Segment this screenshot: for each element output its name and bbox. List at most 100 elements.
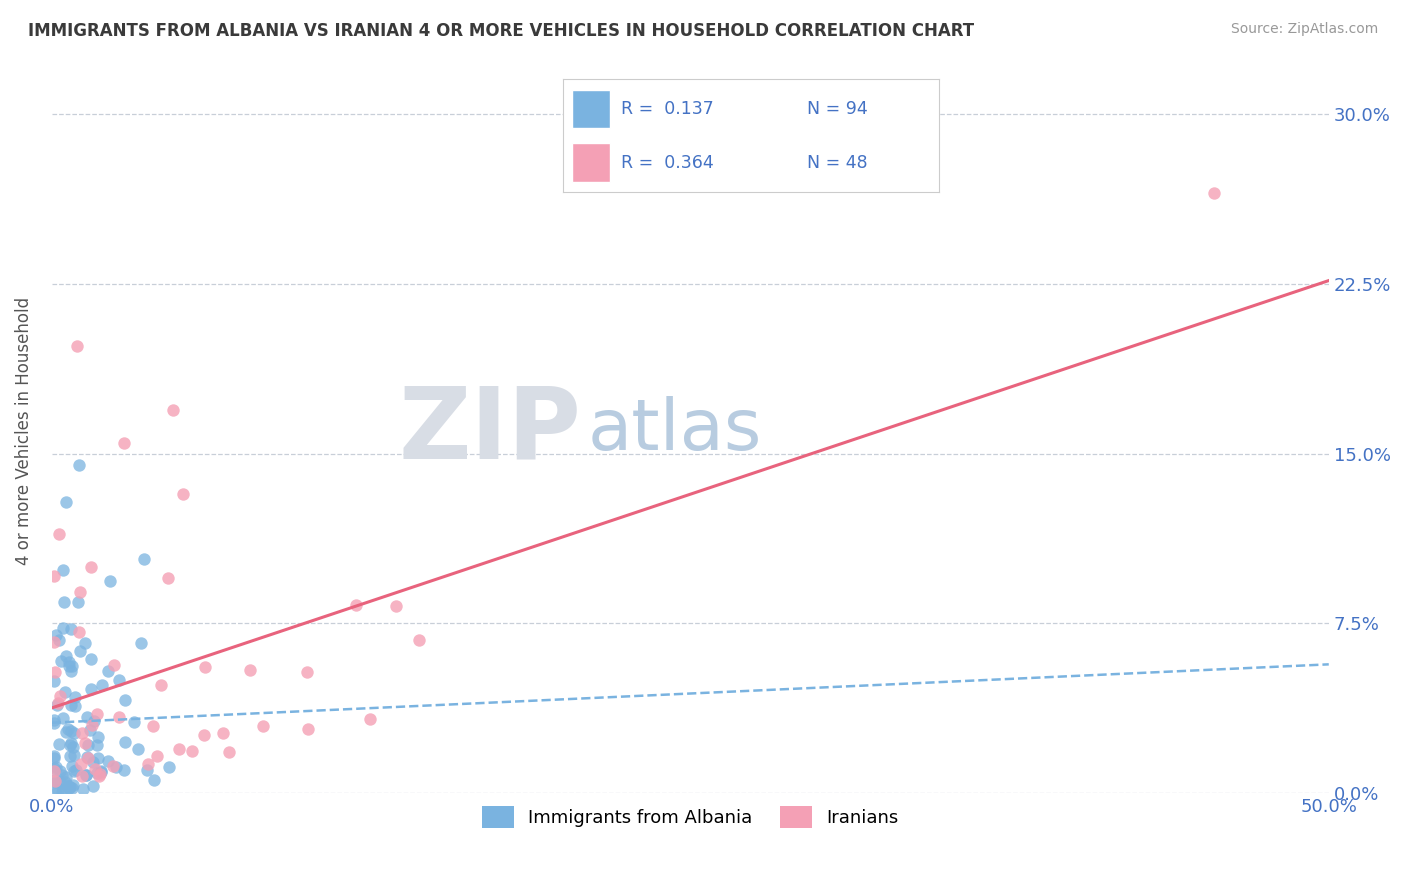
Point: [60, 736, 83, 750]
Point: [45, 774, 67, 789]
Point: [143, 772, 166, 787]
Point: [86, 766, 108, 780]
Text: Source: ZipAtlas.com: Source: ZipAtlas.com: [1230, 22, 1378, 37]
Point: [84, 762, 107, 776]
Point: [86, 706, 108, 721]
Point: [65, 763, 87, 777]
Y-axis label: 4 or more Vehicles in Household: 4 or more Vehicles in Household: [15, 297, 32, 565]
Point: [56, 722, 79, 736]
Point: [157, 759, 180, 773]
Point: [80, 682, 103, 697]
Point: [59, 698, 82, 713]
Point: [51, 768, 73, 782]
Point: [44, 635, 66, 649]
Point: [87, 730, 110, 744]
Point: [66, 339, 89, 353]
Point: [295, 665, 318, 680]
Point: [167, 742, 190, 756]
Point: [58, 659, 80, 673]
Point: [66, 595, 89, 609]
Point: [53, 774, 76, 789]
Point: [104, 760, 127, 774]
Point: [136, 764, 159, 778]
Point: [49, 764, 72, 778]
Point: [149, 678, 172, 692]
Point: [52, 782, 75, 797]
Point: [239, 663, 262, 677]
Point: [114, 693, 136, 707]
Point: [60, 665, 83, 679]
Text: ZIP: ZIP: [399, 383, 582, 479]
Point: [48, 737, 70, 751]
Point: [49, 774, 72, 789]
Point: [52, 711, 75, 725]
Point: [76, 710, 98, 724]
Text: IMMIGRANTS FROM ALBANIA VS IRANIAN 4 OR MORE VEHICLES IN HOUSEHOLD CORRELATION C: IMMIGRANTS FROM ALBANIA VS IRANIAN 4 OR …: [28, 22, 974, 40]
Legend: Immigrants from Albania, Iranians: Immigrants from Albania, Iranians: [474, 798, 907, 835]
Point: [65, 699, 87, 714]
Point: [79, 723, 101, 738]
Point: [72, 781, 94, 796]
Point: [359, 712, 381, 726]
Point: [77, 738, 100, 752]
Point: [77, 751, 100, 765]
Point: [60, 658, 83, 673]
Point: [75, 768, 97, 782]
Point: [344, 598, 367, 612]
Point: [44, 751, 66, 765]
Point: [60, 759, 83, 773]
Point: [59, 749, 82, 764]
Point: [70, 726, 93, 740]
Point: [55, 494, 77, 508]
Point: [73, 636, 96, 650]
Point: [52, 563, 75, 577]
Point: [67, 458, 90, 472]
Point: [59, 723, 82, 738]
Point: [55, 770, 77, 784]
Point: [103, 657, 125, 672]
Point: [44, 773, 66, 788]
Point: [1202, 186, 1225, 200]
Point: [252, 719, 274, 733]
Point: [63, 726, 86, 740]
Point: [385, 599, 408, 614]
Point: [408, 633, 430, 648]
Point: [44, 715, 66, 730]
Point: [75, 767, 97, 781]
Point: [55, 649, 77, 664]
Point: [89, 764, 111, 779]
Point: [44, 764, 66, 778]
Point: [97, 664, 120, 678]
Point: [44, 713, 66, 727]
Point: [142, 719, 165, 733]
Point: [44, 665, 66, 680]
Point: [114, 436, 136, 450]
Point: [52, 595, 75, 609]
Point: [83, 714, 105, 728]
Point: [59, 739, 82, 753]
Point: [80, 652, 103, 666]
Point: [194, 659, 217, 673]
Point: [59, 780, 82, 794]
Point: [56, 779, 79, 793]
Point: [86, 739, 108, 753]
Point: [90, 678, 112, 692]
Point: [59, 622, 82, 636]
Point: [193, 728, 215, 742]
Point: [69, 757, 91, 772]
Point: [48, 632, 70, 647]
Point: [80, 559, 103, 574]
Point: [70, 768, 93, 782]
Point: [51, 784, 73, 798]
Point: [46, 697, 69, 711]
Point: [96, 755, 118, 769]
Point: [44, 784, 66, 798]
Point: [122, 715, 145, 730]
Point: [136, 757, 159, 772]
Point: [145, 749, 167, 764]
Point: [172, 487, 194, 501]
Point: [112, 764, 135, 778]
Point: [46, 698, 69, 712]
Point: [69, 625, 91, 640]
Point: [82, 756, 104, 770]
